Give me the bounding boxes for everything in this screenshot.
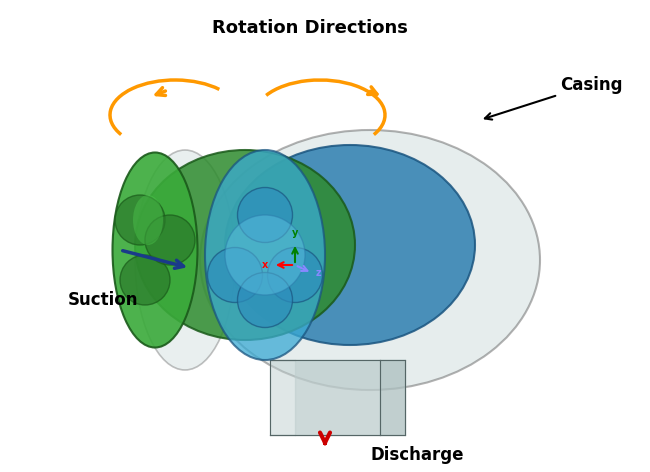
- Text: y: y: [292, 228, 298, 238]
- Text: Casing: Casing: [560, 76, 623, 94]
- Text: z: z: [316, 268, 322, 278]
- Text: Discharge: Discharge: [370, 446, 463, 464]
- Ellipse shape: [268, 247, 322, 303]
- Ellipse shape: [200, 130, 540, 390]
- Ellipse shape: [145, 215, 195, 265]
- Polygon shape: [295, 360, 405, 435]
- Text: Rotation Directions: Rotation Directions: [212, 19, 408, 37]
- Ellipse shape: [237, 272, 292, 328]
- Ellipse shape: [135, 150, 355, 340]
- Ellipse shape: [133, 195, 163, 245]
- Ellipse shape: [225, 215, 305, 295]
- Ellipse shape: [205, 150, 325, 360]
- Ellipse shape: [207, 247, 263, 303]
- Polygon shape: [380, 360, 405, 435]
- Ellipse shape: [115, 195, 165, 245]
- Ellipse shape: [135, 150, 235, 370]
- Ellipse shape: [112, 152, 198, 347]
- Polygon shape: [270, 360, 380, 435]
- Ellipse shape: [120, 255, 170, 305]
- Ellipse shape: [225, 145, 475, 345]
- Text: Suction: Suction: [68, 291, 138, 309]
- Text: x: x: [262, 260, 268, 270]
- Ellipse shape: [237, 187, 292, 243]
